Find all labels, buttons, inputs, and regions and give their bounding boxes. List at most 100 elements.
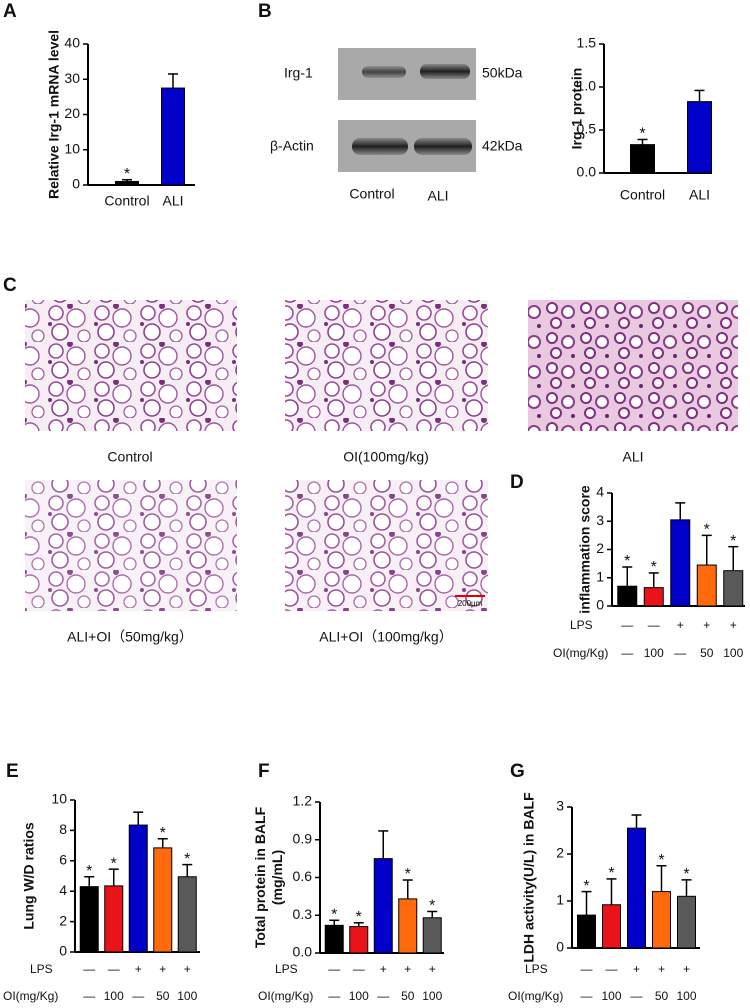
y-tick-label: 0 [596,597,604,613]
treatment-value: + [633,962,640,976]
x-tick-label: ALI [162,193,183,209]
y-tick-label: 0.9 [293,830,313,846]
band-name: Irg-1 [284,65,313,81]
y-tick-label: 1 [596,568,604,584]
band-name: β-Actin [270,138,314,154]
treatment-value: 50 [401,989,415,1003]
significance-mark: * [651,559,657,576]
treatment-name: LPS [275,962,298,976]
y-tick-label: 20 [64,105,80,121]
y-axis-label: LDH activity(U/L) in BALF [521,792,537,963]
treatment-value: 100 [104,989,124,1003]
bar [627,827,646,949]
significance-mark: * [683,866,689,883]
y-tick-label: 6 [59,852,67,868]
treatment-value: — [648,618,660,632]
y-axis-label: (mg/mL) [269,850,285,905]
treatment-value: + [159,962,166,976]
treatment-name: LPS [570,618,593,632]
bar [677,895,696,949]
lane-label: Control [349,186,394,202]
y-tick-label: 10 [51,791,67,807]
y-tick-label: 10 [64,140,80,156]
caption: Control [107,449,152,465]
bar [177,876,197,953]
treatment-value: 50 [156,989,170,1003]
treatment-value: — [83,989,95,1003]
band-size: 50kDa [482,65,523,81]
bar [630,144,655,174]
y-tick-label: 2 [596,540,604,556]
significance-mark: * [704,522,710,539]
histology-image [285,300,488,431]
y-axis-label: Irg-1 protein [569,68,585,150]
bar [373,858,393,954]
caption: OI(100mg/kg) [343,449,429,465]
y-tick-label: 1.2 [293,793,313,809]
treatment-value: + [184,962,191,976]
significance-mark: * [184,851,190,868]
treatment-value: — [581,989,593,1003]
significance-mark: * [624,553,630,570]
treatment-value: + [404,962,411,976]
bar [670,519,691,607]
treatment-value: 100 [422,989,442,1003]
y-tick-label: 2 [556,845,564,861]
treatment-value: 100 [723,646,743,660]
treatment-value: + [658,962,665,976]
scale-bar-label: 200μm [458,599,483,608]
y-tick-label: 0.0 [293,944,313,960]
bar [687,101,712,174]
treatment-value: 50 [700,646,714,660]
y-tick-label: 0 [72,176,80,192]
bar [79,886,99,953]
treatment-value: + [380,962,387,976]
x-tick-label: ALI [689,187,710,203]
panel-label: C [3,275,17,296]
bar [324,924,344,954]
y-tick-label: 3 [556,798,564,814]
bar [422,917,442,954]
treatment-name: OI(mg/Kg) [258,989,313,1003]
significance-mark: * [639,126,645,143]
blot-band [352,138,408,155]
treatment-value: + [135,962,142,976]
treatment-value: — [621,646,633,660]
y-tick-label: 2 [59,912,67,928]
y-tick-label: 40 [64,35,80,51]
treatment-value: 50 [655,989,669,1003]
treatment-value: — [674,646,686,660]
treatment-name: LPS [30,962,53,976]
y-tick-label: 3 [596,512,604,528]
bar [577,914,596,949]
y-tick-label: 1.5 [577,35,597,51]
significance-mark: * [405,866,411,883]
significance-mark: * [86,863,92,880]
treatment-value: + [683,962,690,976]
y-axis-label: Lung W/D ratios [21,822,37,930]
treatment-value: — [581,962,593,976]
treatment-value: — [631,989,643,1003]
y-tick-label: 0.0 [577,164,597,180]
panel-label: G [510,761,525,782]
treatment-name: LPS [525,962,548,976]
y-axis-label: Relative Irg-1 mRNA level [46,30,62,199]
treatment-value: — [377,989,389,1003]
y-tick-label: 0 [556,939,564,955]
significance-mark: * [111,855,117,872]
blot-band [420,64,470,79]
y-tick-label: 1.0 [577,78,597,94]
bar [104,885,124,953]
treatment-value: 100 [177,989,197,1003]
bar [153,847,173,953]
band-size: 42kDa [482,138,523,154]
treatment-value: — [353,962,365,976]
y-tick-label: 0.3 [293,906,313,922]
histology-image [25,300,237,431]
treatment-value: 100 [601,989,621,1003]
y-tick-label: 0 [59,943,67,959]
y-axis-label: Total protein in BALF [252,806,268,948]
bar [696,564,717,607]
significance-mark: * [658,852,664,869]
